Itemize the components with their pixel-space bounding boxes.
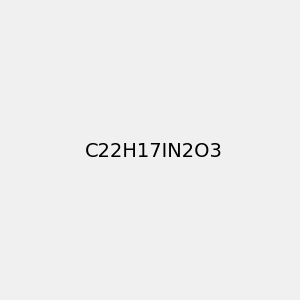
Text: C22H17IN2O3: C22H17IN2O3 — [85, 142, 223, 161]
